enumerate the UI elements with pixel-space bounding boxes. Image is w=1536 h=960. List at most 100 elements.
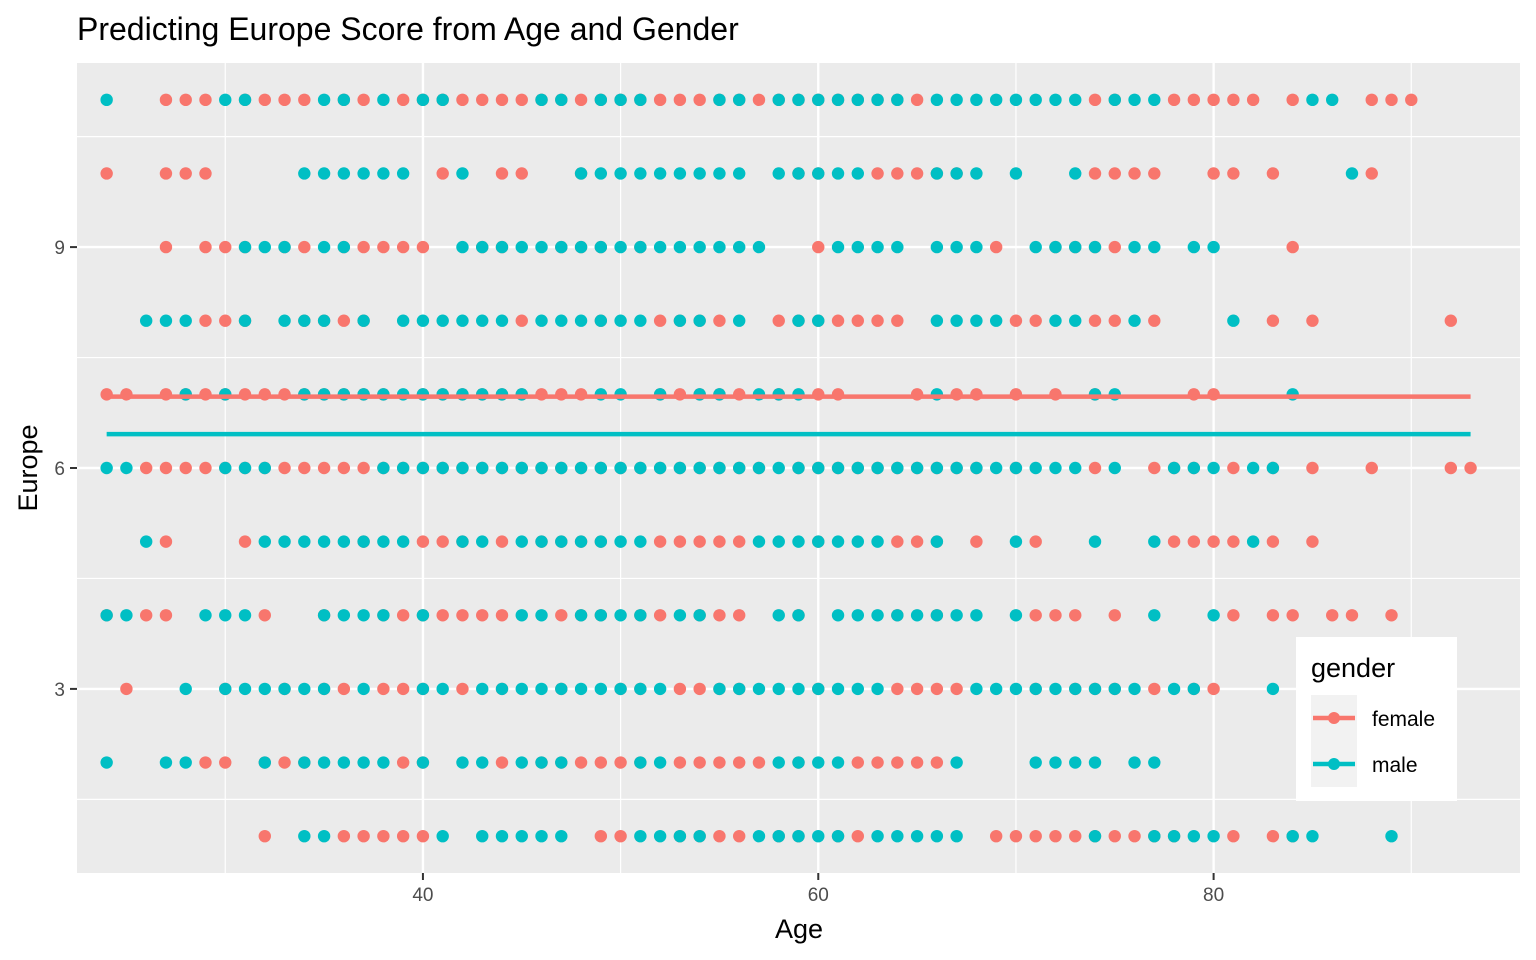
data-point-male — [1049, 756, 1062, 769]
data-point-male — [713, 240, 726, 254]
data-point-male — [772, 535, 785, 548]
data-point-male — [317, 609, 331, 622]
data-point-female — [1464, 461, 1477, 475]
data-point-male — [574, 682, 588, 696]
data-point-male — [713, 167, 726, 180]
data-point-female — [337, 829, 351, 843]
chart-title: Predicting Europe Score from Age and Gen… — [77, 11, 739, 47]
data-point-female — [1108, 609, 1121, 622]
data-point-female — [1088, 93, 1102, 107]
data-point-female — [574, 93, 588, 107]
data-point-male — [574, 314, 588, 327]
data-point-male — [416, 609, 430, 622]
data-point-female — [1148, 682, 1161, 696]
data-point-male — [515, 682, 528, 696]
data-point-female — [1266, 535, 1280, 548]
data-point-male — [950, 93, 963, 107]
data-point-male — [772, 829, 785, 843]
data-point-male — [910, 829, 924, 843]
data-point-male — [653, 829, 667, 843]
data-point-male — [535, 93, 548, 107]
data-point-male — [258, 756, 271, 769]
data-point-male — [1148, 535, 1161, 548]
data-point-female — [693, 682, 706, 696]
x-tick-label: 40 — [412, 885, 433, 906]
data-point-male — [891, 609, 904, 622]
data-point-male — [1069, 93, 1082, 107]
data-point-male — [594, 609, 608, 622]
data-point-male — [377, 93, 390, 107]
data-point-female — [871, 314, 884, 327]
data-point-female — [258, 609, 271, 622]
data-point-female — [1227, 829, 1240, 843]
data-point-female — [317, 461, 331, 475]
data-point-female — [159, 535, 173, 548]
data-point-male — [1286, 829, 1299, 843]
data-point-male — [594, 167, 608, 180]
data-point-male — [732, 314, 746, 327]
data-point-male — [1187, 829, 1201, 843]
data-point-female — [1029, 829, 1042, 843]
data-point-male — [238, 682, 252, 696]
data-point-male — [377, 461, 390, 475]
data-point-male — [1029, 756, 1042, 769]
data-point-female — [653, 314, 667, 327]
data-point-female — [199, 314, 212, 327]
data-point-female — [495, 93, 509, 107]
data-point-female — [851, 829, 865, 843]
data-point-male — [278, 240, 291, 254]
data-point-female — [1009, 829, 1023, 843]
data-point-male — [772, 93, 785, 107]
data-point-female — [989, 829, 1003, 843]
data-point-female — [1227, 535, 1240, 548]
data-point-female — [673, 756, 687, 769]
data-point-male — [555, 756, 568, 769]
data-point-male — [1088, 756, 1102, 769]
data-point-male — [732, 461, 746, 475]
data-point-female — [139, 461, 153, 475]
data-point-female — [396, 682, 410, 696]
data-point-male — [456, 756, 469, 769]
data-point-male — [693, 609, 706, 622]
data-point-male — [634, 756, 647, 769]
data-point-male — [772, 609, 785, 622]
data-point-male — [535, 682, 548, 696]
data-point-male — [989, 314, 1003, 327]
y-axis-title: Europe — [13, 424, 43, 511]
data-point-female — [495, 535, 509, 548]
data-point-male — [812, 93, 825, 107]
data-point-male — [298, 756, 311, 769]
data-point-female — [970, 535, 983, 548]
data-point-female — [298, 461, 311, 475]
data-point-male — [535, 829, 548, 843]
data-point-male — [792, 829, 805, 843]
data-point-female — [891, 535, 904, 548]
data-point-male — [950, 240, 963, 254]
data-point-female — [298, 240, 311, 254]
data-point-female — [258, 93, 271, 107]
data-point-male — [555, 314, 568, 327]
legend-label-male: male — [1372, 754, 1418, 777]
data-point-male — [891, 829, 904, 843]
data-point-male — [1049, 93, 1062, 107]
data-point-female — [1088, 167, 1102, 180]
data-point-male — [1207, 829, 1220, 843]
y-tick-label: 6 — [54, 459, 65, 480]
data-point-male — [1029, 240, 1042, 254]
data-point-male — [732, 240, 746, 254]
data-point-female — [476, 609, 489, 622]
data-point-male — [772, 756, 785, 769]
data-point-male — [456, 535, 469, 548]
data-point-male — [495, 461, 509, 475]
data-point-male — [831, 682, 845, 696]
data-point-male — [1108, 682, 1121, 696]
data-point-male — [653, 461, 667, 475]
data-point-male — [298, 682, 311, 696]
data-point-male — [792, 756, 805, 769]
data-point-male — [377, 609, 390, 622]
data-point-male — [456, 314, 469, 327]
data-point-female — [930, 682, 944, 696]
data-point-female — [357, 93, 370, 107]
data-point-female — [1009, 314, 1023, 327]
y-tick-label: 3 — [54, 680, 65, 701]
